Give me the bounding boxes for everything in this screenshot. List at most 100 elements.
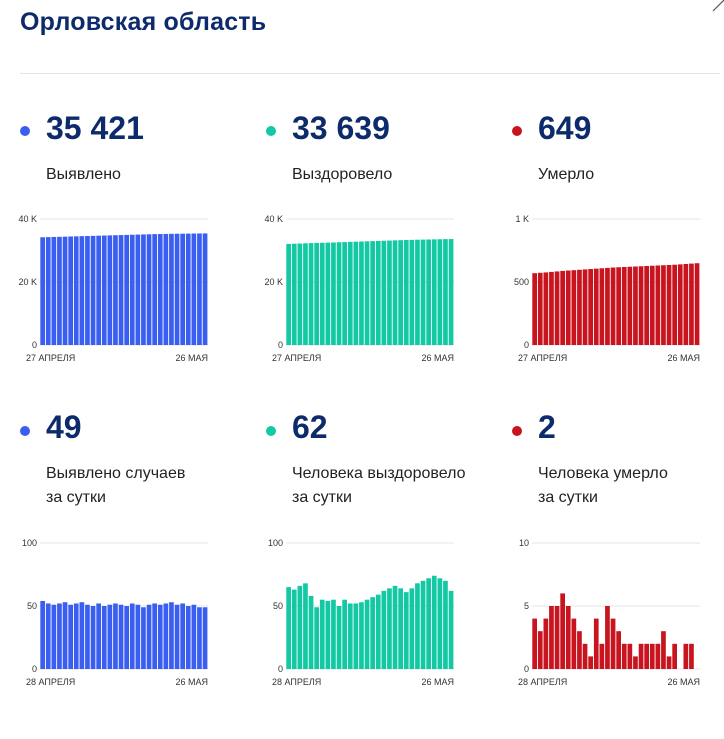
chart-bar [649, 265, 655, 345]
chart-bar [202, 233, 208, 345]
chart-bar [107, 604, 113, 669]
chart-bar [638, 266, 644, 345]
chart-bar [565, 270, 571, 345]
chart-bar [185, 233, 191, 345]
chart-bar [202, 607, 208, 669]
chart-bar [146, 604, 152, 669]
chart-bar [174, 233, 180, 345]
chart-bar [644, 266, 649, 345]
y-tick-label: 0 [278, 664, 283, 674]
chart-bar [420, 239, 426, 345]
chart-bar [593, 618, 599, 669]
chart-bar [359, 602, 364, 669]
chart-bar [666, 656, 672, 669]
chart-bar [599, 268, 605, 345]
chart-bar [146, 234, 152, 345]
chart-bar [319, 242, 325, 345]
chart-bar [342, 242, 347, 345]
chart-bar [135, 234, 141, 345]
chart-bar [129, 234, 135, 345]
chart-bar [157, 604, 163, 669]
chart-bar [180, 233, 185, 345]
chart-bar [45, 237, 51, 345]
chart-bar [409, 588, 415, 669]
chart-bar [79, 236, 85, 345]
chart-bar [666, 264, 672, 345]
chart-bar [336, 242, 342, 345]
chart-bar [409, 239, 415, 345]
stat-caption-secondary: за сутки [46, 489, 106, 506]
stat-caption: Выявлено [46, 166, 121, 183]
chart-bar [319, 599, 325, 669]
chart-bar [68, 236, 73, 345]
chart-bar [571, 618, 577, 669]
chart-bar [180, 603, 185, 669]
chart-bar [621, 643, 627, 669]
chart-deaths-total: 0 500 1 K 27 АПРЕЛЯ 26 МАЯ [512, 211, 712, 366]
y-tick-label: 20 K [18, 277, 37, 287]
stat-recovered-total: 33 639 Выздоровело 0 20 K 40 K 27 АПРЕЛЯ 26 … [264, 110, 506, 440]
chart-bar [616, 267, 621, 345]
chart-bar [347, 241, 353, 345]
chart-bar [381, 240, 387, 345]
chart-bar [113, 603, 118, 669]
chart-bar [118, 604, 124, 669]
chart-bar [387, 240, 392, 345]
stat-value: 35 421 [46, 110, 144, 146]
chart-bar [197, 233, 202, 345]
chart-bar [286, 587, 291, 669]
y-tick-label: 100 [22, 538, 37, 548]
chart-bar [303, 583, 308, 669]
y-tick-label: 40 K [18, 214, 37, 224]
chart-bar [610, 618, 616, 669]
green-dot-icon [266, 126, 276, 136]
stat-deaths-total: 649 Умерло 0 500 1 K 27 АПРЕЛЯ 26 МАЯ [512, 110, 724, 440]
y-tick-label: 0 [524, 340, 529, 350]
chart-bar [152, 603, 157, 669]
chart-bar [549, 606, 554, 669]
y-tick-label: 500 [514, 277, 529, 287]
chart-bar [45, 603, 51, 669]
chart-bar [124, 234, 129, 345]
stat-caption-secondary: за сутки [292, 489, 352, 506]
chart-bar [683, 643, 689, 669]
stat-value: 49 [46, 409, 82, 445]
stat-caption: Умерло [538, 166, 595, 183]
chart-bar [610, 267, 616, 345]
chart-bar [549, 271, 554, 345]
chart-bar [638, 643, 644, 669]
chart-bar [90, 606, 96, 669]
chart-bar [554, 606, 560, 669]
chart-bar [124, 606, 129, 669]
chart-bar [129, 603, 135, 669]
x-tick-label-end: 26 МАЯ [421, 353, 454, 363]
chart-bar [633, 266, 638, 345]
chart-bar [62, 236, 68, 345]
stat-recovered-daily: 62 Человека выздоровело за сутки 0 50 100 2… [266, 409, 506, 739]
chart-bar [308, 243, 314, 345]
y-tick-label: 40 K [264, 214, 283, 224]
chart-bar [51, 236, 57, 345]
chart-bar [661, 265, 666, 345]
chart-bar [398, 240, 403, 345]
chart-bar [174, 604, 180, 669]
chart-bar [415, 239, 420, 345]
x-tick-label-end: 26 МАЯ [175, 353, 208, 363]
chart-bar [141, 607, 146, 669]
chart-bar [51, 604, 57, 669]
stat-caption: Человека выздоровело [292, 465, 466, 482]
blue-dot-icon [20, 426, 30, 436]
chart-bar [191, 233, 197, 345]
chart-bar [297, 585, 303, 669]
y-tick-label: 100 [268, 538, 283, 548]
header-divider [20, 73, 720, 74]
chart-bar [431, 239, 437, 345]
stat-value: 33 639 [292, 110, 390, 146]
chart-bar [375, 594, 381, 669]
chart-bar [443, 580, 448, 669]
chart-bar [420, 580, 426, 669]
chart-bar [101, 606, 107, 669]
chart-bar [62, 602, 68, 669]
green-dot-icon [266, 426, 276, 436]
chart-bar [185, 606, 191, 669]
